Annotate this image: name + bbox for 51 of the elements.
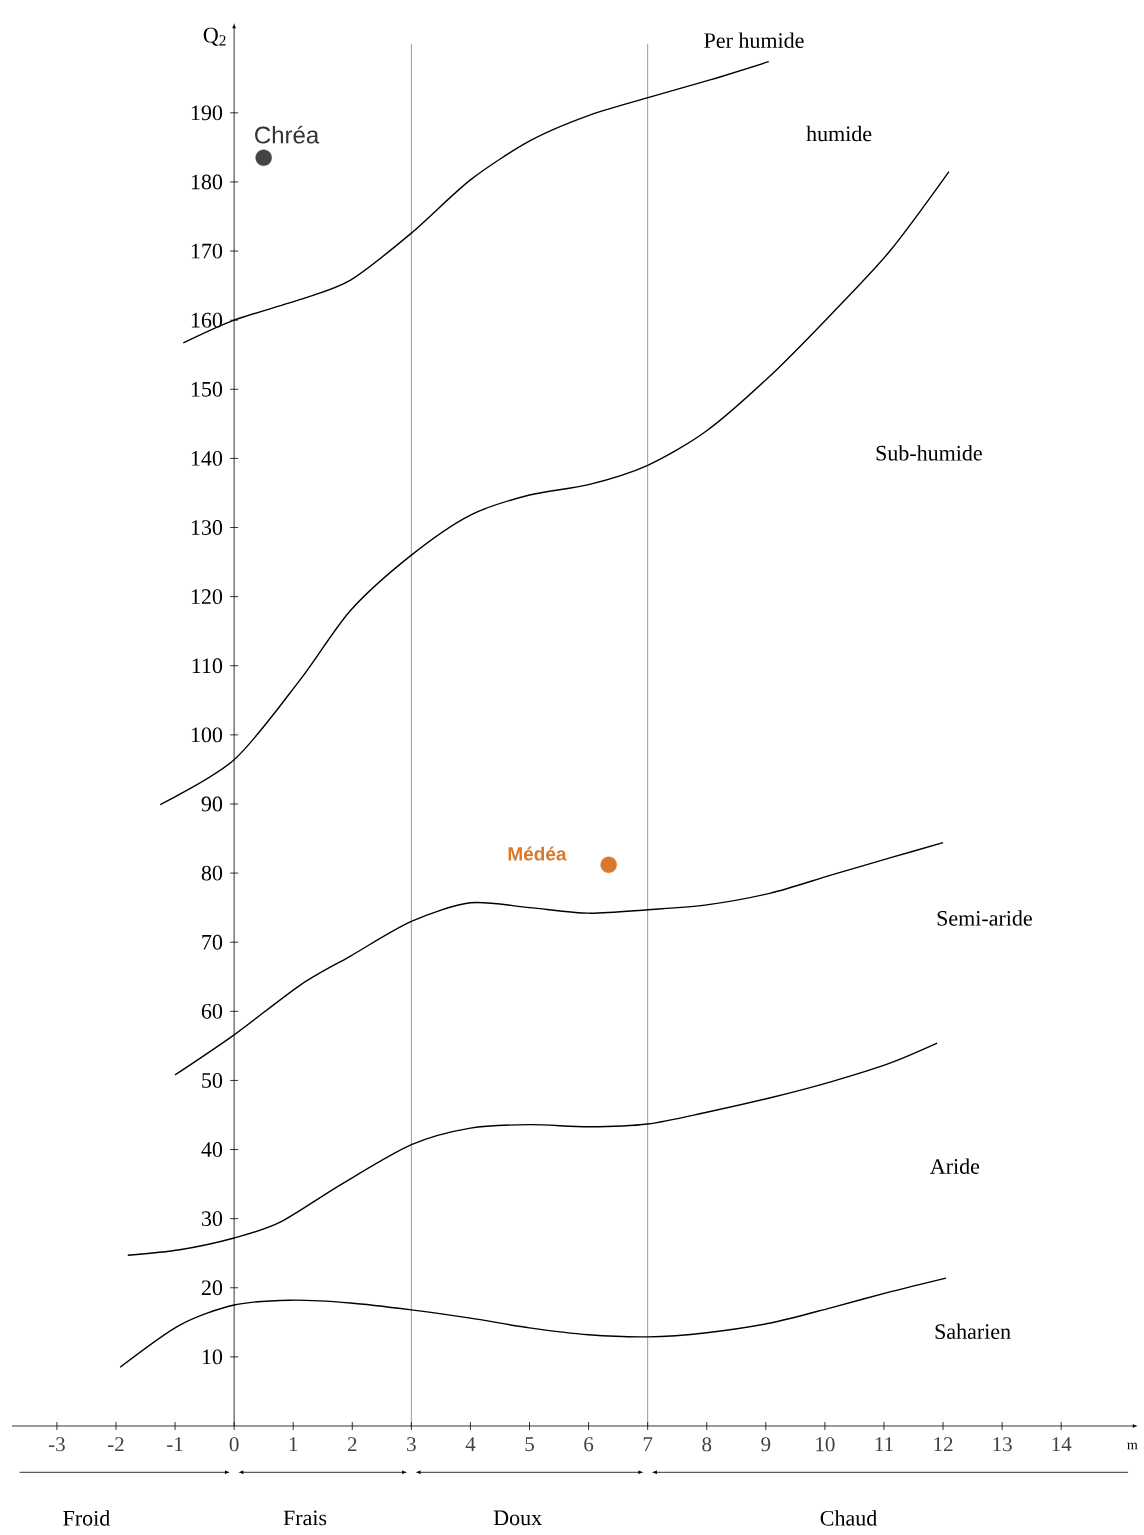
x-tick-label: 6 xyxy=(584,1437,594,1452)
annotation: Semi-aride xyxy=(937,910,1032,926)
text: Frais xyxy=(283,1510,327,1526)
y-tick-label: 130 xyxy=(191,520,223,535)
y-tick-label: 70 xyxy=(202,934,223,950)
annotation: Per humide xyxy=(704,32,804,49)
y-tick-label: 30 xyxy=(201,1211,223,1227)
x-tick-label: 14 xyxy=(1052,1437,1072,1452)
annotation: Aride xyxy=(930,1158,980,1174)
x-tick-label: 1 xyxy=(289,1437,298,1452)
x-tick-label: 3 xyxy=(407,1437,416,1452)
x-tick-label: -1 xyxy=(167,1437,183,1452)
y-axis-title: Q$_{2}$ xyxy=(203,27,226,46)
x-tick-label: 13 xyxy=(993,1437,1012,1452)
y-tick-label: 140 xyxy=(191,450,223,466)
x-tick-label: 9 xyxy=(761,1437,771,1452)
y-tick-label: 150 xyxy=(191,381,223,397)
y-tick-label: 10 xyxy=(202,1349,223,1365)
annotation: Sub-humide xyxy=(876,445,982,461)
x-tick-label: -3 xyxy=(48,1437,65,1452)
x-tick-label: 10 xyxy=(816,1437,835,1452)
y-tick-label: 120 xyxy=(191,589,223,605)
x-tick-label: 2 xyxy=(347,1437,357,1452)
y-tick-label: 20 xyxy=(201,1280,223,1296)
x-tick-label: 11 xyxy=(875,1437,893,1452)
y-tick-label: 160 xyxy=(191,312,223,328)
annotation: humide xyxy=(806,125,872,142)
x-tick-label: 5 xyxy=(525,1437,534,1452)
x-axis-title: m xyxy=(1127,1442,1138,1450)
x-tick-label: 0 xyxy=(229,1437,239,1452)
x-tick-label: 7 xyxy=(643,1437,653,1451)
y-tick-label: 90 xyxy=(201,796,223,812)
y-tick-label: 100 xyxy=(191,727,223,743)
series-label: Médéa xyxy=(508,846,567,861)
y-tick-label: 190 xyxy=(191,105,223,121)
x-tick-label: 4 xyxy=(465,1437,476,1452)
y-tick-label: 80 xyxy=(201,865,223,881)
y-tick-label: 180 xyxy=(191,174,223,190)
text: Doux xyxy=(493,1510,542,1526)
x-tick-label: 8 xyxy=(702,1437,712,1452)
y-tick-label: 60 xyxy=(201,1003,223,1019)
x-tick-label: -2 xyxy=(108,1437,124,1452)
text: Froid xyxy=(63,1510,110,1526)
series-label: Chréa xyxy=(255,125,320,144)
y-tick-label: 110 xyxy=(192,658,223,674)
text: Chaud xyxy=(820,1510,877,1526)
y-tick-label: 40 xyxy=(201,1142,223,1157)
y-tick-label: 170 xyxy=(191,243,223,259)
x-tick-label: 12 xyxy=(934,1437,953,1452)
annotation: Saharien xyxy=(935,1323,1011,1340)
y-tick-label: 50 xyxy=(202,1073,223,1088)
